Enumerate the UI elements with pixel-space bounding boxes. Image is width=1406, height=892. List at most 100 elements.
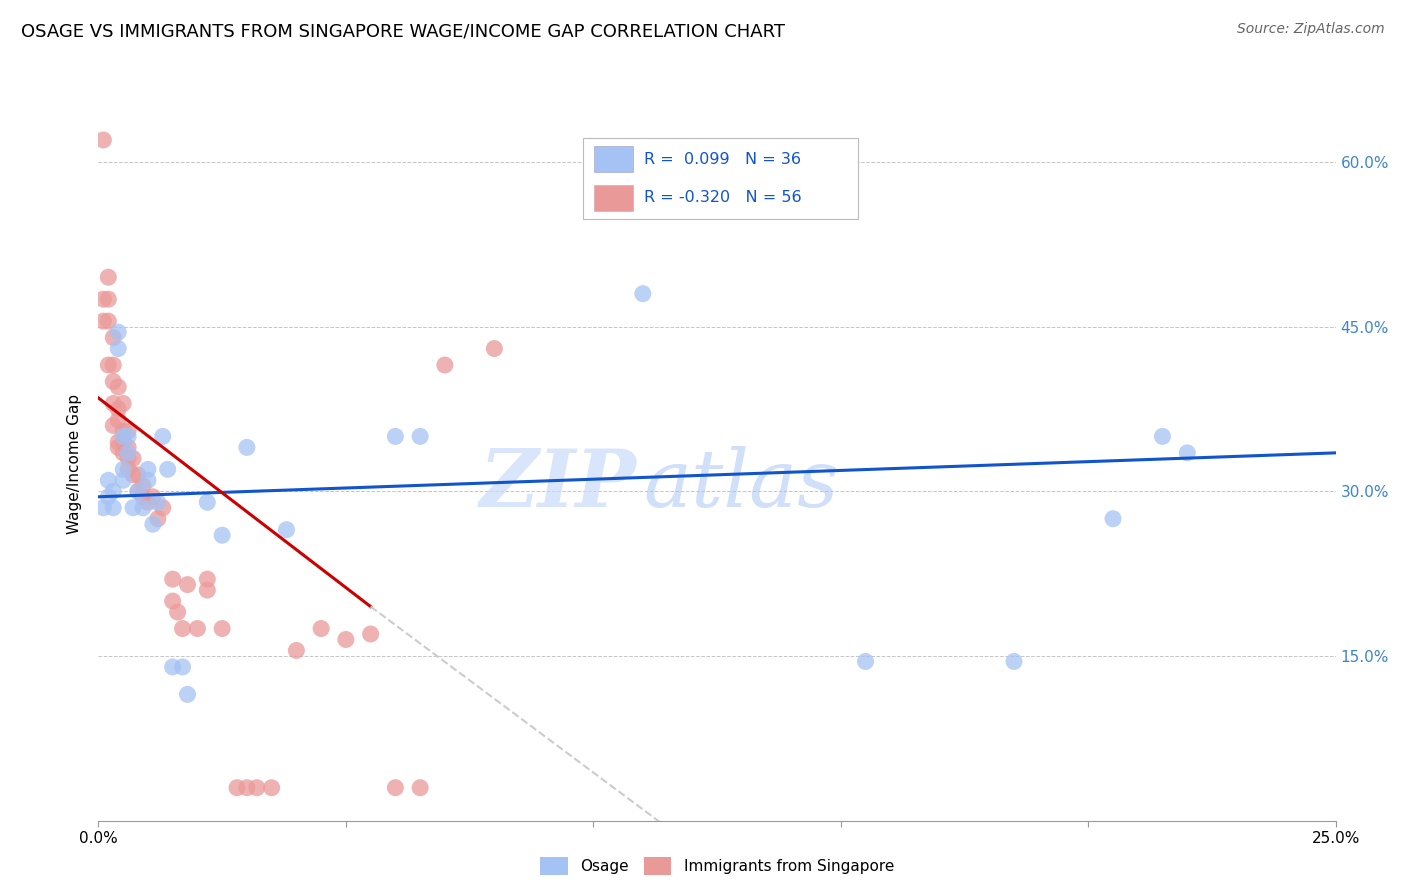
Point — [107, 380, 129, 394]
Point — [384, 780, 406, 795]
Point — [97, 358, 120, 372]
Point — [384, 429, 406, 443]
Point — [146, 495, 169, 509]
Point — [631, 286, 654, 301]
Point — [112, 462, 135, 476]
Point — [1002, 655, 1025, 669]
Point — [195, 583, 218, 598]
Point — [117, 451, 139, 466]
Point — [162, 660, 184, 674]
Point — [117, 429, 139, 443]
Point — [107, 434, 129, 449]
Point — [186, 622, 208, 636]
Point — [103, 418, 125, 433]
Point — [97, 270, 120, 285]
Point — [1102, 512, 1125, 526]
Point — [117, 446, 139, 460]
Point — [246, 780, 269, 795]
Point — [136, 473, 159, 487]
Point — [142, 517, 165, 532]
Point — [176, 687, 198, 701]
Point — [122, 451, 145, 466]
Text: atlas: atlas — [643, 447, 838, 524]
Point — [236, 441, 259, 455]
Point — [117, 441, 139, 455]
Point — [156, 462, 179, 476]
Text: R =  0.099   N = 36: R = 0.099 N = 36 — [644, 152, 801, 167]
Point — [409, 429, 432, 443]
Text: R = -0.320   N = 56: R = -0.320 N = 56 — [644, 190, 801, 205]
Point — [152, 500, 174, 515]
Point — [172, 622, 194, 636]
Point — [117, 462, 139, 476]
Point — [176, 577, 198, 591]
Point — [107, 441, 129, 455]
Point — [152, 429, 174, 443]
Point — [93, 292, 115, 306]
Point — [122, 467, 145, 482]
Point — [93, 314, 115, 328]
Point — [132, 500, 155, 515]
Point — [285, 643, 308, 657]
Point — [309, 622, 332, 636]
Point — [211, 622, 233, 636]
Point — [112, 473, 135, 487]
Y-axis label: Wage/Income Gap: Wage/Income Gap — [67, 393, 83, 534]
Point — [146, 512, 169, 526]
Point — [172, 660, 194, 674]
Point — [166, 605, 188, 619]
Point — [103, 330, 125, 344]
Point — [132, 490, 155, 504]
Point — [103, 375, 125, 389]
Point — [112, 429, 135, 443]
Text: OSAGE VS IMMIGRANTS FROM SINGAPORE WAGE/INCOME GAP CORRELATION CHART: OSAGE VS IMMIGRANTS FROM SINGAPORE WAGE/… — [21, 22, 785, 40]
Point — [112, 446, 135, 460]
Point — [136, 495, 159, 509]
Point — [93, 133, 115, 147]
Point — [127, 467, 149, 482]
Point — [112, 434, 135, 449]
Point — [1152, 429, 1174, 443]
Point — [103, 358, 125, 372]
Text: Source: ZipAtlas.com: Source: ZipAtlas.com — [1237, 22, 1385, 37]
Point — [122, 500, 145, 515]
Point — [211, 528, 233, 542]
Point — [127, 484, 149, 499]
Point — [107, 401, 129, 416]
FancyBboxPatch shape — [583, 138, 858, 219]
Point — [103, 500, 125, 515]
Point — [97, 473, 120, 487]
Point — [97, 490, 120, 504]
Point — [107, 325, 129, 339]
Point — [162, 572, 184, 586]
Point — [103, 396, 125, 410]
Point — [484, 342, 506, 356]
Point — [132, 479, 155, 493]
Point — [162, 594, 184, 608]
Point — [112, 424, 135, 438]
FancyBboxPatch shape — [595, 185, 633, 211]
Point — [97, 314, 120, 328]
Point — [335, 632, 357, 647]
Point — [195, 572, 218, 586]
Point — [276, 523, 298, 537]
Point — [409, 780, 432, 795]
Point — [226, 780, 249, 795]
Point — [107, 413, 129, 427]
Point — [260, 780, 283, 795]
Point — [112, 396, 135, 410]
Point — [195, 495, 218, 509]
Legend: Osage, Immigrants from Singapore: Osage, Immigrants from Singapore — [534, 851, 900, 880]
FancyBboxPatch shape — [595, 146, 633, 172]
Point — [117, 424, 139, 438]
Point — [142, 490, 165, 504]
Text: ZIP: ZIP — [479, 447, 637, 524]
Point — [97, 292, 120, 306]
Point — [433, 358, 456, 372]
Point — [107, 342, 129, 356]
Point — [855, 655, 877, 669]
Point — [93, 500, 115, 515]
Point — [236, 780, 259, 795]
Point — [360, 627, 382, 641]
Point — [103, 484, 125, 499]
